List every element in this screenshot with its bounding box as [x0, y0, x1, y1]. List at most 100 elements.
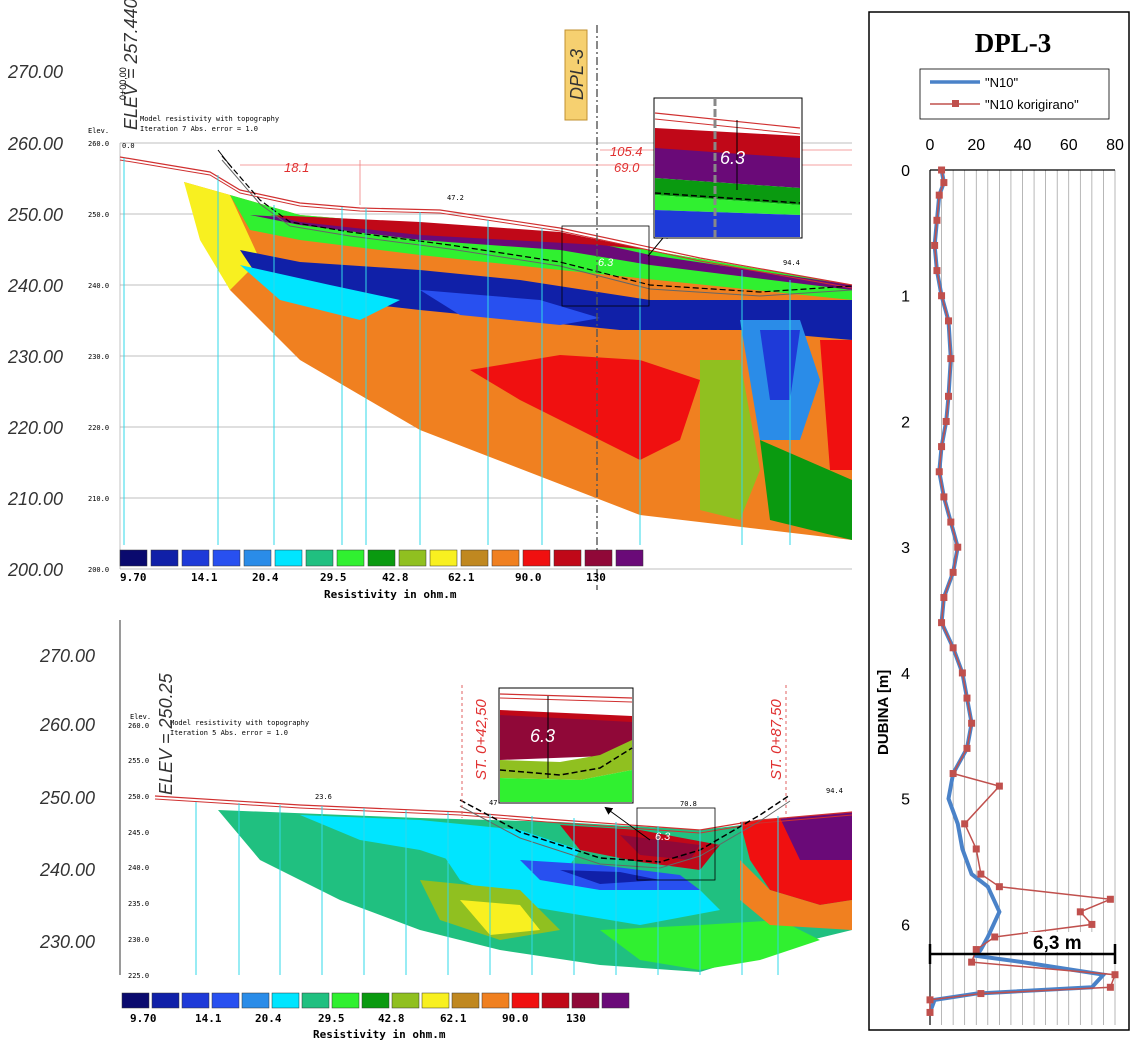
- legend-value: 20.4: [255, 1012, 282, 1025]
- legend-swatch: [181, 992, 210, 1009]
- distance-label: 70.8: [680, 800, 697, 808]
- small-tick: 230.0: [128, 936, 149, 944]
- series-korigirano-marker: [949, 644, 957, 652]
- elev-rotated-label: ELEV = 257.440: [121, 0, 141, 130]
- legend-swatch: [151, 992, 180, 1009]
- legend-swatch: [212, 549, 241, 567]
- series-korigirano-marker: [942, 417, 950, 425]
- start-distance: 0.0: [122, 142, 135, 150]
- legend-value: 29.5: [320, 571, 347, 584]
- small-tick: 225.0: [128, 972, 149, 980]
- series-korigirano-marker: [968, 958, 976, 966]
- small-tick: 230.0: [88, 353, 109, 361]
- small-tick: 240.0: [128, 864, 149, 872]
- elev-tick: 270.00: [39, 646, 95, 666]
- small-tick: 245.0: [128, 829, 149, 837]
- series-korigirano-marker: [954, 543, 962, 551]
- elev-header: Elev.: [88, 127, 109, 135]
- elev-tick: 240.00: [39, 860, 95, 880]
- top-small-ticks: 260.0 250.0 240.0 230.0 220.0 210.0 200.…: [88, 127, 109, 574]
- series-korigirano-marker: [935, 191, 943, 199]
- legend-value: 9.70: [120, 571, 147, 584]
- series-korigirano-marker: [926, 996, 934, 1004]
- zoom-box: [636, 807, 716, 881]
- series-korigirano-marker: [1076, 908, 1084, 916]
- top-legend: [119, 549, 644, 567]
- legend-value: 62.1: [448, 571, 475, 584]
- legend-swatch: [271, 992, 300, 1009]
- dimension-18: 18.1: [284, 160, 309, 175]
- series-korigirano-marker: [931, 241, 939, 249]
- legend-swatch: [211, 992, 240, 1009]
- distance-label: 94.4: [826, 787, 843, 795]
- legend-swatch-korigirano: [952, 100, 959, 107]
- top-section: 270.00 260.00 250.00 240.00 230.00 220.0…: [7, 0, 853, 601]
- series-korigirano-marker: [963, 744, 971, 752]
- distance-label: 23.6: [315, 793, 332, 801]
- legend-swatch: [421, 992, 450, 1009]
- top-legend-labels: 9.70 14.1 20.4 29.5 42.8 62.1 90.0 130 R…: [120, 571, 606, 601]
- legend-label-korigirano: "N10 korigirano": [985, 97, 1079, 112]
- iteration-caption: Iteration 5 Abs. error = 1.0: [170, 729, 288, 737]
- series-korigirano-marker: [945, 392, 952, 400]
- x-tick-label: 80: [1106, 137, 1124, 154]
- series-korigirano-marker: [938, 443, 946, 451]
- legend-swatch: [150, 549, 179, 567]
- elev-tick: 230.00: [7, 347, 63, 367]
- y-tick-label: 1: [901, 289, 910, 306]
- legend-swatch: [584, 549, 613, 567]
- legend-value: 20.4: [252, 571, 279, 584]
- legend-swatch: [553, 549, 582, 567]
- series-korigirano-marker: [968, 719, 976, 727]
- chart-grid: [929, 169, 1116, 1025]
- legend-value: 130: [586, 571, 606, 584]
- bottom-legend: [121, 992, 630, 1009]
- legend-value: 62.1: [440, 1012, 467, 1025]
- bottom-section: 270.00 260.00 250.00 240.00 230.00 260.0…: [39, 620, 853, 1041]
- legend-swatch: [451, 992, 480, 1009]
- legend-swatch: [361, 992, 390, 1009]
- y-tick-label: 4: [901, 666, 910, 683]
- small-tick: 220.0: [88, 424, 109, 432]
- station-left: ST. 0+42,50: [473, 699, 490, 780]
- series-korigirano-marker: [991, 933, 999, 941]
- inset-depth-label: 6.3: [720, 148, 745, 168]
- station-label: 0+00,00: [118, 67, 128, 100]
- legend-swatch: [571, 992, 600, 1009]
- zoom-box: [561, 225, 650, 307]
- series-korigirano-marker: [961, 820, 969, 828]
- top-resistivity-model: [184, 182, 852, 540]
- chart-x-ticks: 0 20 40 60 80: [926, 137, 1124, 154]
- legend-value: 9.70: [130, 1012, 157, 1025]
- legend-title: Resistivity in ohm.m: [313, 1028, 446, 1041]
- legend-swatch: [429, 549, 458, 567]
- legend-value: 42.8: [378, 1012, 405, 1025]
- elev-tick: 270.00: [7, 62, 63, 82]
- series-korigirano-marker: [935, 468, 943, 476]
- chart-title: DPL-3: [975, 28, 1052, 58]
- elev-tick: 250.00: [39, 788, 95, 808]
- series-korigirano-marker: [963, 694, 971, 702]
- legend-swatch: [491, 549, 520, 567]
- small-depth-label: 6.3: [655, 831, 671, 843]
- model-caption: Model resistivity with topography: [170, 719, 309, 727]
- y-tick-label: 5: [901, 792, 910, 809]
- small-tick: 200.0: [88, 566, 109, 574]
- bottom-electrode-lines: [195, 802, 779, 975]
- depth-annotation: 6,3 m: [928, 932, 1117, 964]
- distance-label: 94.4: [783, 259, 800, 267]
- series-korigirano-marker: [1106, 983, 1114, 991]
- small-tick: 250.0: [88, 211, 109, 219]
- top-elevation-axis: 270.00 260.00 250.00 240.00 230.00 220.0…: [7, 62, 63, 580]
- series-korigirano-marker: [940, 594, 948, 601]
- series-korigirano-marker: [995, 782, 1003, 790]
- legend-swatch: [481, 992, 510, 1009]
- top-topography: 0.0 47.2 94.4: [119, 142, 853, 297]
- elev-rotated-label: ELEV = 250.25: [156, 672, 176, 795]
- series-korigirano-marker: [1106, 895, 1114, 903]
- x-tick-label: 40: [1014, 137, 1032, 154]
- legend-value: 90.0: [502, 1012, 529, 1025]
- series-korigirano-marker: [977, 990, 985, 998]
- series-korigirano-marker: [1111, 971, 1119, 979]
- legend-title: Resistivity in ohm.m: [324, 588, 457, 601]
